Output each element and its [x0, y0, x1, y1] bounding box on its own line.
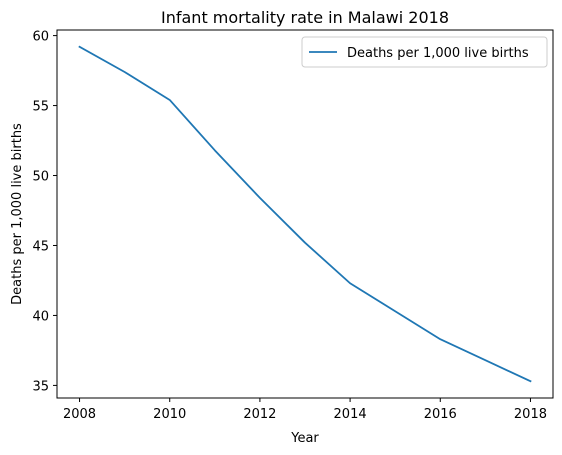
ticks-layer: 2008 2010 2012 2014 2016 2018 35 40 45 50 55 60 [32, 30, 547, 422]
legend-entry-label: Deaths per 1,000 live births [347, 46, 529, 61]
y-tick-label: 40 [32, 309, 49, 324]
plot-frame [56, 29, 554, 399]
y-tick-label: 45 [32, 239, 49, 254]
chart-title: Infant mortality rate in Malawi 2018 [161, 8, 449, 27]
y-axis-label: Deaths per 1,000 live births [10, 123, 25, 305]
y-tick-label: 60 [32, 30, 49, 45]
legend-box [301, 36, 548, 68]
x-tick-label: 2014 [334, 407, 367, 422]
data-layer [78, 45, 532, 383]
x-tick-label: 2012 [243, 407, 276, 422]
y-tick-label: 50 [32, 170, 49, 185]
x-axis-label: Year [290, 431, 319, 446]
x-tick-label: 2008 [63, 407, 96, 422]
x-tick-label: 2018 [514, 407, 547, 422]
series-line [78, 45, 532, 383]
x-tick-label: 2016 [424, 407, 457, 422]
x-tick-label: 2010 [153, 407, 186, 422]
y-tick-label: 55 [32, 100, 49, 115]
y-tick-label: 35 [32, 379, 49, 394]
legend: Deaths per 1,000 live births [301, 36, 548, 68]
